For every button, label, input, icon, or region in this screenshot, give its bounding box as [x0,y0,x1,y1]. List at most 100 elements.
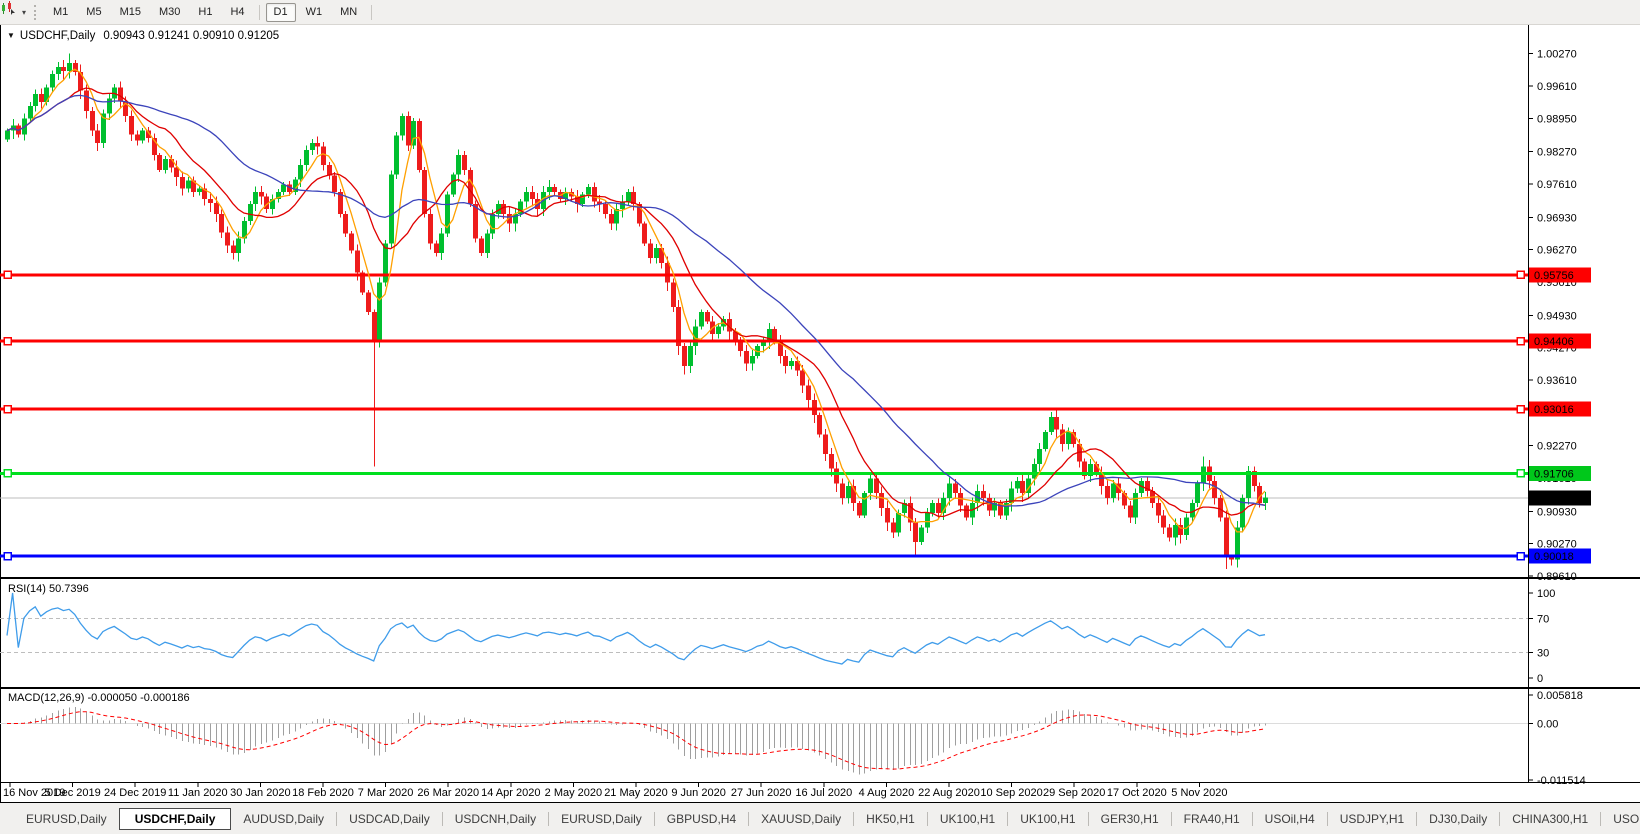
tab-XAUUSD-Daily[interactable]: XAUUSD,Daily [761,811,842,826]
timeframe-button-M15[interactable]: M15 [119,5,141,18]
tab-USDCHF-Daily[interactable]: USDCHF,Daily [118,807,232,830]
horizontal-lines-layer[interactable] [0,270,1528,561]
candle [1218,498,1223,518]
candle [389,174,394,244]
tab-CHINA300-H1[interactable]: CHINA300,H1 [1512,811,1589,826]
candle [705,311,710,322]
candle [349,233,354,251]
candle [1105,485,1110,499]
line-handle [3,404,12,414]
tab-DJ30-Daily[interactable]: DJ30,Daily [1429,811,1488,826]
timeframe-button-M5[interactable]: M5 [86,5,102,18]
timeframe-button-D1[interactable]: D1 [265,2,296,22]
toolbar-separator [258,4,260,20]
candle [1015,480,1020,489]
tab-USDCAD-Daily[interactable]: USDCAD,Daily [349,811,430,826]
svg-text:0.89610: 0.89610 [1537,571,1577,583]
tab-AUDUSD-Daily[interactable]: AUDUSD,Daily [243,811,325,826]
candle [411,120,416,146]
tab-FRA40-H1[interactable]: FRA40,H1 [1183,811,1240,826]
candle [473,204,478,239]
price-line-badge [1529,465,1591,481]
macd-panel [0,707,1528,775]
rsi-line [6,592,1266,665]
candle [157,155,162,170]
candle [451,174,456,195]
candle [208,199,213,204]
candle [202,188,207,200]
svg-text:0.96930: 0.96930 [1537,212,1577,224]
candle [152,137,157,156]
candle [727,319,732,332]
candle [253,191,258,205]
candle [225,232,230,246]
dropdown-caret-icon[interactable]: ▾ [22,7,27,17]
candle [530,191,535,200]
tab-UK100-H1[interactable]: UK100,H1 [1020,811,1076,826]
candle [597,201,602,205]
svg-text:0.90270: 0.90270 [1537,539,1577,551]
timeframe-button-H4[interactable]: H4 [230,5,245,18]
chart-tabs: EURUSD,Daily USDCHF,Daily AUDUSD,Daily USDC… [14,807,1640,830]
candle [1246,471,1251,499]
candle [513,213,518,224]
collapse-arrow-icon[interactable]: ▼ [7,31,15,40]
svg-text:0.95756: 0.95756 [1534,270,1574,282]
tab-EURUSD-Daily[interactable]: EURUSD,Daily [26,811,107,826]
tab-USDJPY-H1[interactable]: USDJPY,H1 [1339,811,1405,826]
candle [1037,449,1042,464]
candle [941,498,946,513]
candle [118,87,123,102]
symbol-period-label: USDCHF,Daily [19,30,96,42]
svg-text:0.98950: 0.98950 [1537,113,1577,125]
candle [992,503,997,511]
timeframe-button-MN[interactable]: MN [340,5,358,18]
candle [146,130,151,138]
svg-text:0.93610: 0.93610 [1537,375,1577,387]
candle [123,101,128,116]
timeframe-button-H1[interactable]: H1 [198,5,213,18]
tab-GBPUSD-H4[interactable]: GBPUSD,H4 [666,811,737,826]
candle [1145,480,1150,491]
chart-cursor-icon[interactable] [2,1,22,20]
candle [428,213,433,244]
candle [377,282,382,342]
timeframe-button-M30[interactable]: M30 [158,5,181,18]
candle [1257,485,1262,504]
candle [332,175,337,192]
candle [383,243,388,283]
tab-USOil-H4[interactable]: USOil,H4 [1264,811,1315,826]
candle [456,155,461,175]
tab-USDCNH-Daily[interactable]: USDCNH,Daily [454,811,537,826]
tab-GER30-H1[interactable]: GER30,H1 [1100,811,1159,826]
svg-text:4 Aug 2020: 4 Aug 2020 [859,787,915,799]
tab-USOil-H1[interactable]: USOil,H1 [1613,811,1640,826]
candle [812,400,817,415]
candle [913,522,918,543]
candle [479,238,484,254]
candle [298,164,303,180]
toolbar-grip[interactable] [34,4,37,20]
svg-text:11 Jan 2020: 11 Jan 2020 [168,787,228,799]
timeframe-button-W1[interactable]: W1 [305,5,323,18]
svg-text:16 Jul 2020: 16 Jul 2020 [795,787,852,799]
candle [552,186,557,192]
candle [400,115,405,136]
timeframe-button-M1[interactable]: M1 [53,5,69,18]
candle [231,245,236,254]
candle [693,326,698,347]
tab-HK50-H1[interactable]: HK50,H1 [866,811,915,826]
tab-EURUSD-Daily[interactable]: EURUSD,Daily [561,811,642,826]
svg-text:30 Jan 2020: 30 Jan 2020 [230,787,291,799]
candle [434,243,439,254]
svg-text:0.005818: 0.005818 [1537,690,1583,702]
candle [535,199,540,209]
candle [665,262,670,283]
candle [800,370,805,386]
tab-separator [1087,811,1089,826]
tab-UK100-H1[interactable]: UK100,H1 [939,811,996,826]
candle [169,159,174,168]
tab-separator [653,811,655,826]
ma-30-line [6,94,1266,507]
